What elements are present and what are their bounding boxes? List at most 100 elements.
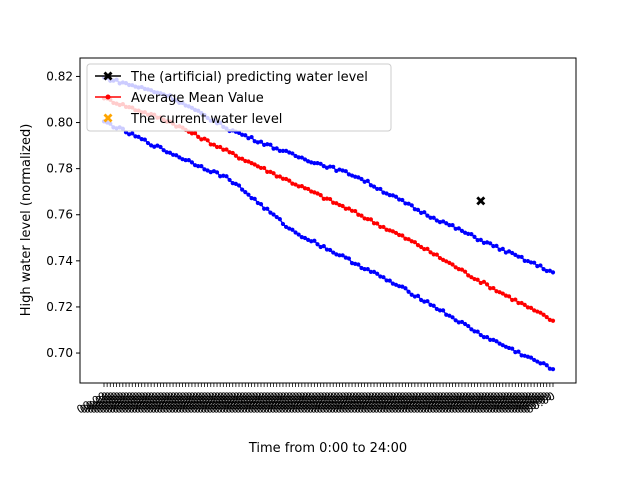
series-1-point <box>268 169 273 174</box>
series-4-point <box>274 214 279 220</box>
series-4-point <box>441 308 446 313</box>
series-4-point <box>409 292 414 297</box>
y-tick-label: 0.82 <box>46 69 73 83</box>
series-3-point <box>428 215 433 220</box>
series-4-point <box>312 238 317 243</box>
series-4-point <box>516 349 521 354</box>
series-1-point <box>299 184 304 189</box>
series-3-point <box>312 161 317 166</box>
series-3-point <box>472 234 477 239</box>
series-1-point <box>305 186 311 192</box>
series-1-point <box>519 300 524 306</box>
series-4-point <box>183 158 188 163</box>
series-1-point <box>450 262 455 267</box>
series-4-point <box>412 294 417 299</box>
series-4-point <box>224 174 229 179</box>
series-3-point <box>321 164 326 169</box>
series-1-point <box>384 227 389 232</box>
series-1-point <box>359 213 364 218</box>
series-1-point <box>192 131 198 136</box>
series-1-point <box>412 240 417 245</box>
series-4-point <box>258 202 264 207</box>
series-3-point <box>375 186 380 192</box>
series-3-point <box>290 151 295 156</box>
y-tick-label: 0.74 <box>46 254 73 268</box>
series-1-point <box>211 142 216 147</box>
prediction-marker <box>476 196 486 206</box>
series-3-point <box>280 148 286 153</box>
series-1-point <box>240 156 245 161</box>
series-1-point <box>456 267 461 272</box>
legend-label: The (artificial) predicting water level <box>130 70 368 85</box>
series-4-point <box>469 327 474 332</box>
series-4-point <box>214 170 220 175</box>
series-4-point <box>349 261 355 266</box>
series-1-point <box>491 285 496 291</box>
series-4-point <box>381 275 386 280</box>
series-4-point <box>510 346 515 351</box>
legend-marker <box>103 113 113 123</box>
series-4-point <box>491 337 496 342</box>
series-4-point <box>544 363 549 368</box>
series-1-point <box>437 255 443 261</box>
series-3-point <box>331 164 336 169</box>
series-4-point <box>478 332 483 338</box>
series-1-point <box>431 252 436 257</box>
series-4-point <box>459 319 465 325</box>
series-3-point <box>547 268 552 273</box>
series-1-point <box>500 291 505 296</box>
series-4-point <box>252 196 257 201</box>
series-4-point <box>434 306 439 312</box>
series-4-point <box>158 144 163 150</box>
series-4-point <box>249 196 254 201</box>
series-1-point <box>406 237 411 242</box>
series-3-point <box>532 260 537 265</box>
series-3-point <box>268 142 273 147</box>
series-3-point <box>236 130 242 136</box>
series-4-point <box>513 350 518 355</box>
series-4-point <box>450 315 455 320</box>
series-4-point <box>484 335 490 340</box>
series-3-point <box>535 264 540 269</box>
series-1-point <box>243 158 248 164</box>
series-4-point <box>280 221 286 227</box>
series-3-point <box>431 215 436 220</box>
series-1-point <box>497 290 502 295</box>
series-1-point <box>221 147 226 152</box>
series-1-point <box>453 265 458 270</box>
series-4-point <box>230 181 235 186</box>
series-4-point <box>205 168 210 173</box>
series-4-point <box>387 278 392 283</box>
series-3-point <box>541 267 546 272</box>
series-1-point <box>428 250 433 255</box>
series-3-point <box>506 249 512 254</box>
y-axis-label: High water level (normalized) <box>19 124 34 317</box>
series-1-point <box>274 174 279 179</box>
series-3-point <box>450 223 455 228</box>
series-4-point <box>189 160 195 165</box>
series-4-point <box>397 284 402 289</box>
legend-marker <box>103 71 113 81</box>
series-1-point <box>544 314 549 320</box>
series-3-point <box>437 220 443 225</box>
series-3-point <box>409 203 414 208</box>
series-4-point <box>425 299 430 304</box>
series-1-point <box>390 229 395 234</box>
series-4-point <box>284 224 289 230</box>
series-1-point <box>296 184 301 189</box>
series-1-point <box>400 233 405 238</box>
series-1-point <box>199 137 204 142</box>
series-3-point <box>240 132 245 137</box>
series-1-point <box>393 230 399 236</box>
series-3-point <box>365 178 370 183</box>
series-3-point <box>371 184 377 189</box>
series-1-point <box>378 224 383 230</box>
series-4-point <box>384 278 389 283</box>
series-line-1 <box>104 97 554 322</box>
series-3-point <box>393 194 399 199</box>
series-1-point <box>262 165 267 171</box>
series-3-point <box>243 133 248 138</box>
series-3-point <box>412 207 417 212</box>
series-3-point <box>519 254 524 260</box>
